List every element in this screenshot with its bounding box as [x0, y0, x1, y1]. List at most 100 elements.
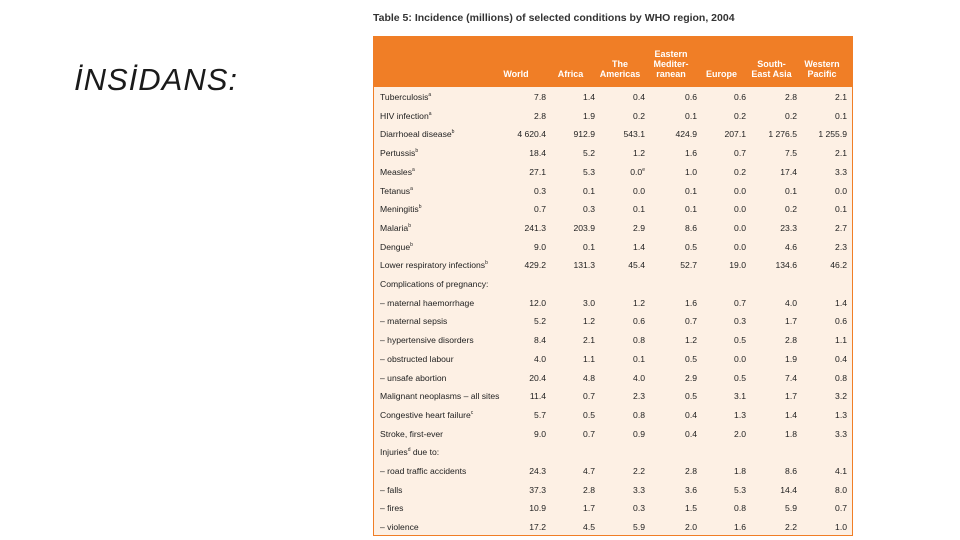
table-cell: 1.0: [797, 518, 847, 535]
row-label: Malariab: [380, 219, 411, 238]
table-cell: 1.2: [645, 331, 697, 350]
column-header-label: World: [503, 69, 529, 79]
footnote-marker: c: [470, 410, 474, 417]
cell-value: 2.0: [734, 428, 746, 439]
table-cell: [797, 443, 847, 462]
cell-value: 1.9: [583, 110, 595, 121]
row-label-text: Pertussis: [380, 148, 416, 159]
table-cell: 11.4: [486, 387, 546, 406]
row-label-text: Meningitis: [380, 204, 419, 215]
table-cell: 1.8: [746, 425, 797, 444]
table-cell: [595, 443, 645, 462]
cell-value: 1.4: [835, 297, 847, 308]
table-cell: 1.2: [595, 144, 645, 163]
cell-value: 0.1: [685, 185, 697, 196]
table-cell: 52.7: [645, 256, 697, 275]
cell-value: 1.7: [785, 316, 797, 327]
table-cell: 27.1: [486, 163, 546, 182]
table-row: Complications of pregnancy:: [374, 275, 852, 294]
column-header: South- East Asia: [746, 37, 797, 87]
cell-value: 4.0: [633, 372, 645, 383]
table-cell: 0.1: [797, 107, 847, 126]
table-cell: 2.1: [546, 331, 595, 350]
cell-value: 2.1: [835, 148, 847, 159]
cell-value: 0.4: [835, 353, 847, 364]
cell-value: 1 255.9: [818, 129, 847, 140]
table-cell: 0.0: [697, 219, 746, 238]
table-cell: 0.9: [595, 425, 645, 444]
slide-title: İNSİDANS:: [74, 62, 239, 97]
cell-value: 3.2: [835, 391, 847, 402]
table-cell: 0.2: [595, 107, 645, 126]
cell-value: 207.1: [724, 129, 746, 140]
cell-value: 912.9: [573, 129, 595, 140]
column-header-label: Europe: [705, 69, 737, 79]
footnote-marker: a: [428, 92, 432, 99]
table-header: World Africa The Americas Eastern Mediter- …: [374, 37, 852, 87]
cell-value: 0.8: [734, 503, 746, 514]
table-cell: 1 255.9: [797, 125, 847, 144]
table-cell: 4.0: [746, 294, 797, 313]
row-label-text: HIV infection: [380, 110, 429, 121]
table-cell: 207.1: [697, 125, 746, 144]
row-label: – fires: [380, 499, 403, 518]
table-row: – unsafe abortion 20.4 4.8 4.0 2.9 0.5 7.4 0.8: [374, 369, 852, 388]
table-cell: 37.3: [486, 481, 546, 500]
cell-value: 3.0: [583, 297, 595, 308]
table-cell: 8.0: [797, 481, 847, 500]
cell-value: 0.8: [633, 409, 645, 420]
table-cell: 1.6: [645, 294, 697, 313]
table-cell: 0.1: [546, 238, 595, 257]
table-cell: 0.8: [595, 406, 645, 425]
table-row: Dengueb 9.0 0.1 1.4 0.5 0.0 4.6 2.3: [374, 238, 852, 257]
cell-value: 0.1: [633, 204, 645, 215]
table-cell: 14.4: [746, 481, 797, 500]
table-cell: 203.9: [546, 219, 595, 238]
table-cell: 1.6: [645, 144, 697, 163]
table-cell: 1 276.5: [746, 125, 797, 144]
table-cell: 2.0: [697, 425, 746, 444]
table-row: – fires 10.9 1.7 0.3 1.5 0.8 5.9 0.7: [374, 499, 852, 518]
column-header: Eastern Mediter- ranean: [645, 37, 697, 87]
cell-value: 5.9: [633, 522, 645, 533]
cell-value: 0.2: [785, 110, 797, 121]
cell-value: 8.4: [534, 335, 546, 346]
table-cell: 2.8: [746, 88, 797, 107]
cell-value: 1.2: [633, 148, 645, 159]
cell-value: 2.8: [583, 484, 595, 495]
table-cell: 1.8: [697, 462, 746, 481]
table-cell: 0.7: [486, 200, 546, 219]
table-cell: [797, 275, 847, 294]
table-row: HIV infectiona 2.8 1.9 0.2 0.1 0.2 0.2 0.1: [374, 107, 852, 126]
row-label-text: Injuries: [380, 447, 408, 458]
table-cell: 4.8: [546, 369, 595, 388]
column-header-label: The Americas: [599, 59, 641, 79]
table-cell: 0.2: [697, 107, 746, 126]
table-cell: 0.0: [797, 182, 847, 201]
cell-value: 0.8: [835, 372, 847, 383]
cell-value: 45.4: [628, 260, 645, 271]
table-cell: 0.6: [697, 88, 746, 107]
row-label: – maternal sepsis: [380, 312, 447, 331]
cell-value: 4.0: [534, 353, 546, 364]
table-cell: 5.2: [546, 144, 595, 163]
column-header: The Americas: [595, 37, 645, 87]
table-cell: 0.3: [486, 182, 546, 201]
row-label-text: Tetanus: [380, 185, 411, 196]
cell-value: 2.2: [633, 466, 645, 476]
table-cell: 0.1: [546, 182, 595, 201]
footnote-marker: b: [410, 241, 413, 248]
table-cell: 0.3: [697, 312, 746, 331]
table-cell: [746, 443, 797, 462]
cell-value: 5.2: [534, 316, 546, 327]
table-cell: 134.6: [746, 256, 797, 275]
cell-value: 424.9: [675, 129, 697, 140]
cell-value: 4.8: [583, 372, 595, 383]
table-cell: 0.1: [746, 182, 797, 201]
cell-value: 4.0: [785, 297, 797, 308]
table-cell: 23.3: [746, 219, 797, 238]
table-cell: 2.9: [645, 369, 697, 388]
table-cell: 1.9: [746, 350, 797, 369]
cell-value: 0.5: [685, 391, 697, 402]
cell-value: 0.0: [630, 166, 643, 177]
